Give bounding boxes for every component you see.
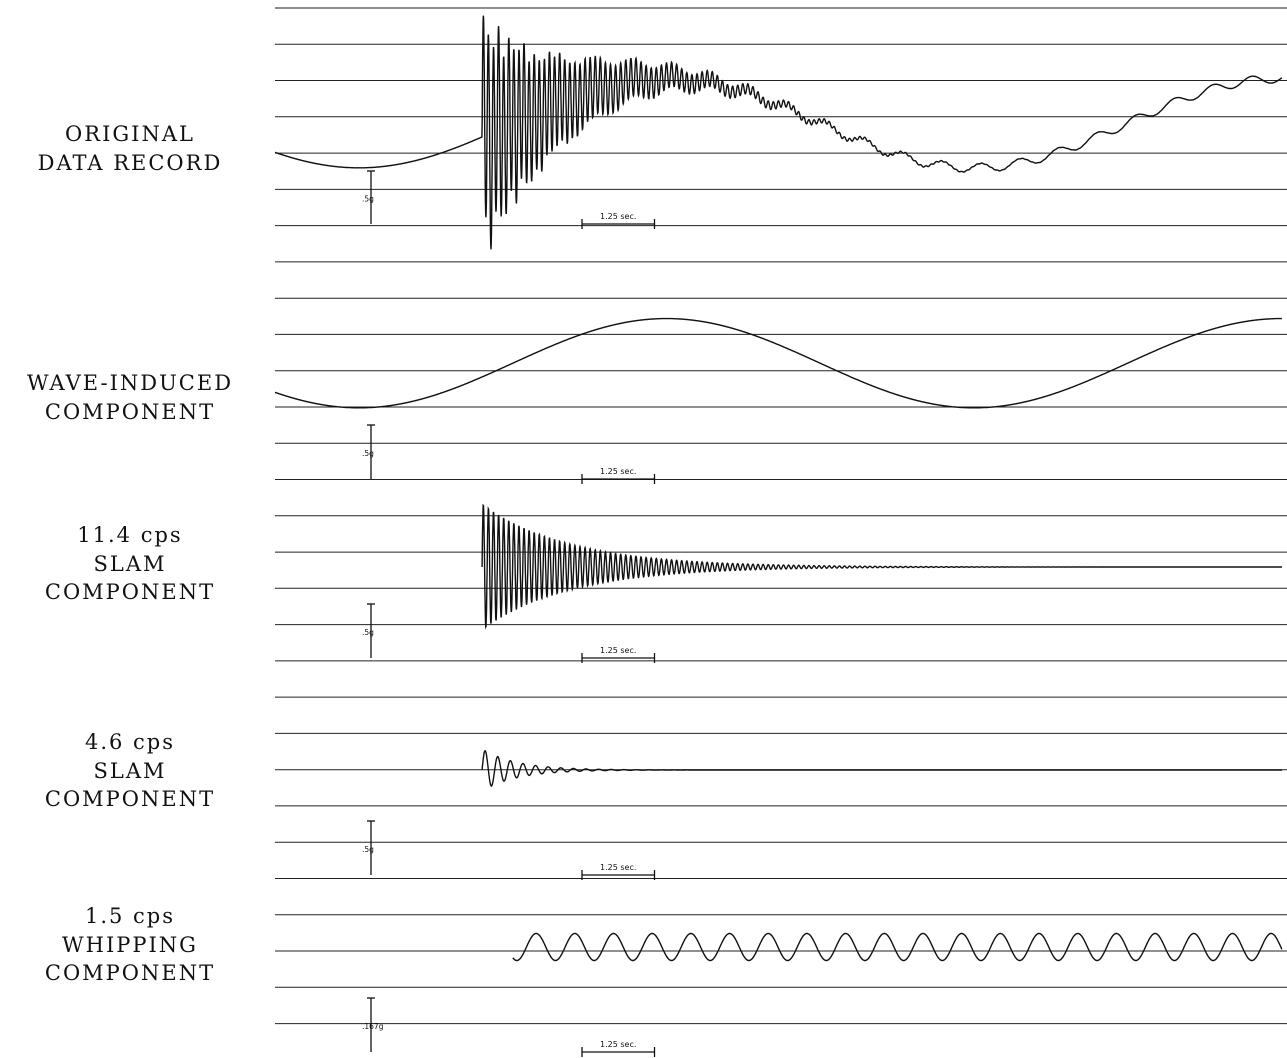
time-label: 1.25 sec. xyxy=(600,646,636,655)
panel-label-line: SLAM xyxy=(93,758,167,783)
panel-label-line: COMPONENT xyxy=(44,961,216,985)
panel-label-line: DATA RECORD xyxy=(37,150,223,175)
panel-label: 1.5 cps WHIPPING COMPONENT xyxy=(0,902,260,988)
panel-label: 4.6 cps SLAM COMPONENT xyxy=(0,728,260,814)
time-label: 1.25 sec. xyxy=(600,467,636,476)
panel-label-line: WAVE-INDUCED xyxy=(26,371,234,395)
signal-trace xyxy=(481,750,1282,787)
time-label: 1.25 sec. xyxy=(600,863,636,872)
signal-trace xyxy=(274,15,1283,250)
panel-label-line: COMPONENT xyxy=(44,399,216,424)
scale-label: .167g xyxy=(362,1022,384,1031)
panel-label-line: SLAM xyxy=(93,551,167,576)
panel-label-line: 4.6 cps xyxy=(84,730,176,754)
signal-trace xyxy=(274,317,1282,409)
scale-label: .5g xyxy=(362,628,374,637)
panel-label-line: 11.4 cps xyxy=(77,523,183,547)
scale-label: .5g xyxy=(362,449,374,458)
panel-label: WAVE-INDUCED COMPONENT xyxy=(0,369,260,426)
scale-label: .5g xyxy=(362,845,374,854)
panel-label-line: 1.5 cps xyxy=(84,904,176,928)
panel-label: ORIGINAL DATA RECORD xyxy=(0,120,260,177)
panel-label: 11.4 cps SLAM COMPONENT xyxy=(0,521,260,607)
time-label: 1.25 sec. xyxy=(600,1040,636,1049)
time-label: 1.25 sec. xyxy=(600,212,636,221)
signal-trace xyxy=(481,503,1282,630)
panel-label-line: COMPONENT xyxy=(44,787,216,811)
scale-label: .5g xyxy=(362,195,374,204)
panel-label-line: COMPONENT xyxy=(44,580,216,604)
panel-label-line: WHIPPING xyxy=(62,932,198,957)
panel-label-line: ORIGINAL xyxy=(65,122,195,146)
signal-trace xyxy=(512,932,1283,962)
